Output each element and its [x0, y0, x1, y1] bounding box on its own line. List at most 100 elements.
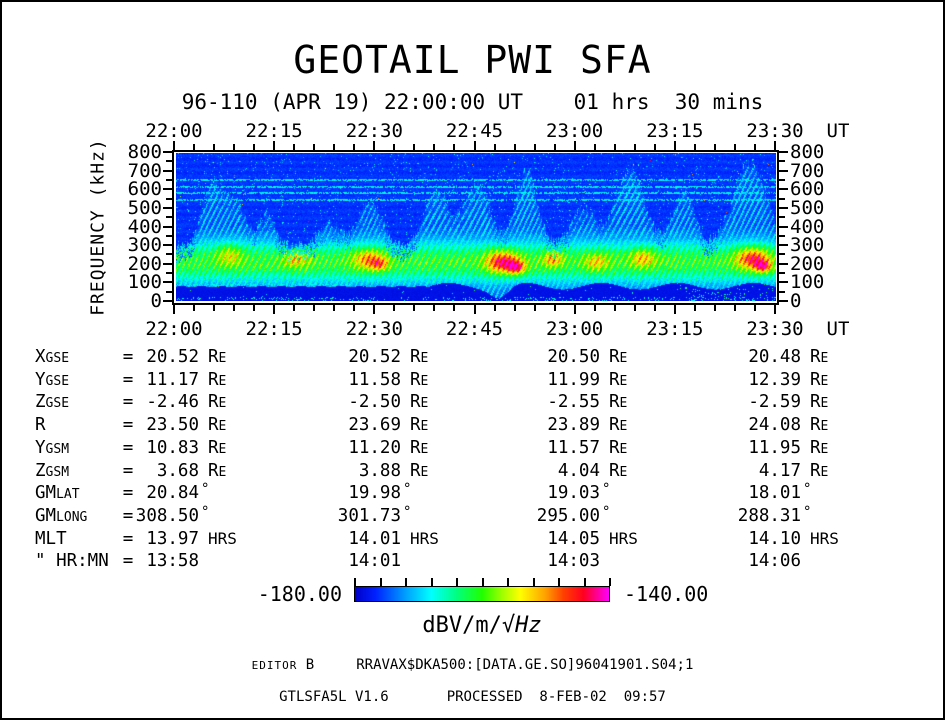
x-tick-minor — [193, 144, 196, 150]
y-tick-label: 400 — [127, 215, 162, 238]
colorbar-min-label: -180.00 — [257, 582, 342, 606]
row-unit-re: RE — [609, 391, 627, 415]
y-tick-major — [779, 262, 788, 265]
x-tick-major — [673, 141, 676, 150]
x-tick-major — [573, 141, 576, 150]
colorbar-tick — [354, 578, 356, 586]
x-tick-label: 22:15 — [245, 120, 303, 142]
row-value: 308.50 — [135, 505, 199, 526]
x-tick-label: 23:30 — [746, 318, 804, 340]
editor-label: EDITOR — [251, 659, 298, 672]
row-label-sub: GSM — [45, 441, 70, 457]
row-unit-re: RE — [410, 414, 428, 438]
y-tick-major — [779, 225, 788, 228]
row-label: GMLONG — [35, 505, 87, 529]
y-tick-minor — [779, 272, 785, 275]
x-tick-label: 22:30 — [345, 318, 403, 340]
x-tick-label: 22:15 — [245, 318, 303, 340]
x-tick-minor — [733, 144, 736, 150]
row-value: 11.58 — [348, 369, 401, 390]
row-unit-re: RE — [410, 391, 428, 415]
row-unit-degree: ° — [403, 481, 412, 498]
row-unit-re: RE — [410, 346, 428, 370]
x-tick-major — [373, 305, 376, 314]
colorbar-tick — [507, 578, 509, 586]
y-tick-minor — [779, 234, 785, 237]
row-unit-sub: E — [420, 373, 429, 389]
x-tick-major — [774, 305, 776, 314]
x-tick-minor — [653, 144, 656, 150]
x-tick-minor — [513, 305, 516, 311]
x-tick-label: 22:00 — [145, 318, 203, 340]
row-unit-re: RE — [609, 414, 627, 438]
row-value: 20.84 — [146, 483, 199, 504]
y-tick-label: 500 — [790, 196, 825, 219]
x-tick-label: 22:30 — [345, 120, 403, 142]
y-tick-label: 300 — [790, 234, 825, 257]
ephemeris-row: YGSM = 10.83 RE 11.20 RE 11.57 RE 11.95 RE — [2, 437, 943, 459]
row-unit-degree: ° — [201, 481, 210, 498]
ephemeris-row: YGSE = 11.17 RE 11.58 RE 11.99 RE 12.39 RE — [2, 369, 943, 391]
row-unit-sub: E — [619, 396, 628, 412]
row-unit-sub: E — [619, 419, 628, 435]
row-value: 13:58 — [146, 551, 199, 572]
row-value: 20.52 — [348, 347, 401, 367]
row-unit-sub: E — [820, 396, 829, 412]
row-value: 19.03 — [547, 483, 600, 504]
row-value: 20.50 — [547, 347, 600, 367]
x-tick-minor — [413, 305, 416, 311]
row-label: " HR:MN — [35, 550, 109, 574]
row-value: 11.99 — [547, 369, 600, 390]
ephemeris-row: GMLAT = 20.84 ° 19.98 ° 19.03 ° 18.01 ° — [2, 481, 943, 506]
row-value: 14.01 — [348, 528, 401, 549]
row-unit-re: RE — [810, 346, 828, 370]
y-tick-minor — [166, 160, 172, 163]
x-tick-minor — [713, 144, 716, 150]
y-tick-minor — [166, 197, 172, 200]
x-tick-label: 23:00 — [546, 120, 604, 142]
y-tick-minor — [779, 197, 785, 200]
row-value: 20.52 — [146, 347, 199, 367]
row-unit-re: RE — [609, 437, 627, 461]
y-tick-major — [779, 300, 788, 302]
x-tick-minor — [393, 305, 396, 311]
y-tick-minor — [166, 272, 172, 275]
row-unit-sub: E — [420, 441, 429, 457]
row-value: 14.05 — [547, 528, 600, 549]
colorbar-tick — [609, 578, 611, 586]
y-tick-minor — [779, 290, 785, 293]
x-tick-minor — [633, 144, 636, 150]
row-unit-sub: E — [420, 464, 429, 480]
x-tick-minor — [493, 144, 496, 150]
row-label-main: Y — [35, 369, 46, 390]
x-tick-minor — [233, 144, 236, 150]
row-label-sub: GSM — [45, 464, 70, 480]
x-tick-minor — [313, 144, 316, 150]
row-value: 18.01 — [748, 483, 801, 504]
x-tick-label: 22:45 — [445, 318, 504, 340]
x-tick-minor — [213, 144, 216, 150]
row-value: -2.55 — [547, 392, 600, 413]
y-tick-major — [779, 281, 788, 284]
row-label: R — [35, 414, 46, 438]
row-value: 14:01 — [348, 551, 401, 572]
colorbar — [354, 586, 610, 602]
row-unit-re: RE — [810, 460, 828, 484]
y-tick-major — [163, 151, 172, 153]
row-unit-re: RE — [410, 369, 428, 393]
row-unit-main: R — [609, 347, 620, 367]
x-tick-minor — [253, 305, 256, 311]
row-label: ZGSE — [35, 391, 69, 415]
row-label: GMLAT — [35, 482, 80, 506]
row-unit-re: RE — [410, 437, 428, 461]
equals-sign: = — [122, 551, 134, 572]
x-tick-minor — [453, 305, 456, 311]
x-tick-minor — [733, 305, 736, 311]
row-value: 11.95 — [748, 437, 801, 458]
row-unit-main: R — [410, 347, 421, 367]
row-unit-sub: E — [820, 351, 829, 366]
x-tick-minor — [553, 305, 556, 311]
y-tick-major — [163, 206, 172, 209]
x-unit-top: UT — [826, 120, 850, 142]
